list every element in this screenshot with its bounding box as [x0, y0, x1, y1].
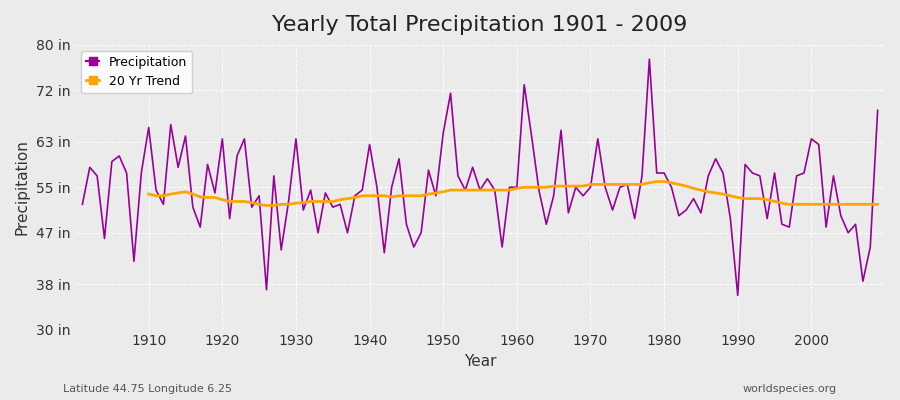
Title: Yearly Total Precipitation 1901 - 2009: Yearly Total Precipitation 1901 - 2009 — [273, 15, 688, 35]
Y-axis label: Precipitation: Precipitation — [15, 139, 30, 235]
Text: worldspecies.org: worldspecies.org — [742, 384, 837, 394]
Legend: Precipitation, 20 Yr Trend: Precipitation, 20 Yr Trend — [81, 51, 192, 93]
X-axis label: Year: Year — [464, 354, 496, 369]
Text: Latitude 44.75 Longitude 6.25: Latitude 44.75 Longitude 6.25 — [63, 384, 232, 394]
